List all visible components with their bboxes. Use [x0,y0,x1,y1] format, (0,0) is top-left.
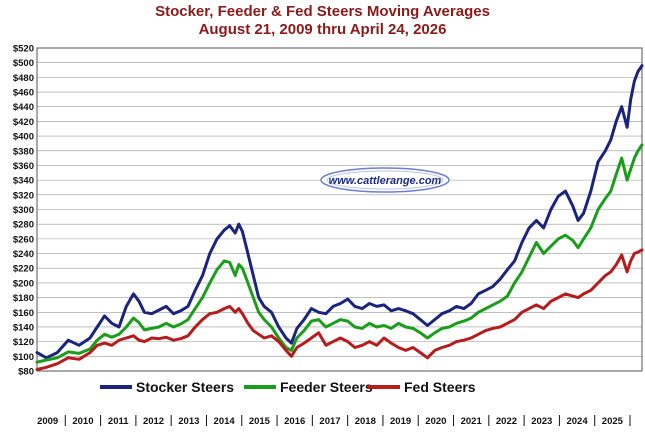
legend: Stocker Steers Feeder Steers Fed Steers [100,379,476,395]
legend-label: Feeder Steers [280,379,373,395]
y-tick-label: $460 [13,88,34,99]
y-tick-label: $480 [13,73,34,84]
series-line-stocker-steers [35,64,644,360]
y-tick-label: $200 [13,278,34,289]
plot-frame [36,47,643,372]
watermark: www.cattlerange.com [320,167,450,193]
x-tick-label: 2017 [319,416,340,427]
y-tick-label: $360 [13,161,34,172]
y-tick-label: $340 [13,176,34,187]
x-tick-label: 2016 [284,416,305,427]
x-axis-year-labels: 2009 2010 2011 2012 2013 2014 2015 2016 2017 2018… [37,415,631,427]
x-tick-label: 2015 [249,416,271,427]
x-tick-label: 2018 [355,416,376,427]
series-line-fed-steers [35,248,644,371]
y-tick-label: $160 [13,308,34,319]
x-tick-label: 2025 [602,416,624,427]
x-tick-label: 2010 [72,416,93,427]
x-tick-label: 2012 [143,416,164,427]
y-tick-label: $240 [13,249,34,260]
y-tick-label: $300 [13,205,34,216]
x-tick-label: 2020 [425,416,446,427]
grid-lines [37,47,642,372]
y-axis-ticks: $80 $100 $120 $140 $160 $180 $200 $220 $240 $260 $… [13,44,34,378]
y-tick-label: $140 [13,322,34,333]
y-tick-label: $320 [13,190,34,201]
chart-subtitle: August 21, 2009 thru April 24, 2026 [198,21,447,38]
x-tick-label: 2021 [461,416,483,427]
x-tick-label: 2013 [178,416,199,427]
legend-label: Fed Steers [404,379,476,395]
y-tick-label: $420 [13,117,34,128]
y-tick-label: $220 [13,264,34,275]
chart-title: Stocker, Feeder & Fed Steers Moving Aver… [155,3,490,20]
x-tick-label: 2023 [531,416,552,427]
x-tick-label: 2019 [390,416,411,427]
x-tick-label: 2009 [37,416,58,427]
y-tick-label: $120 [13,337,34,348]
y-tick-label: $380 [13,146,34,157]
y-tick-label: $80 [18,367,34,378]
series-lines [35,64,644,371]
y-tick-label: $180 [13,293,34,304]
watermark-text: www.cattlerange.com [329,175,442,187]
x-tick-label: 2011 [108,416,129,427]
y-tick-label: $520 [13,44,34,55]
x-tick-label: 2024 [566,416,588,427]
y-tick-label: $280 [13,220,34,231]
x-tick-label: 2014 [214,416,236,427]
y-tick-label: $260 [13,234,34,245]
y-tick-label: $440 [13,102,34,113]
legend-label: Stocker Steers [136,379,234,395]
y-tick-label: $400 [13,132,34,143]
series-line-feeder-steers [35,143,644,364]
y-tick-label: $500 [13,58,34,69]
y-tick-label: $100 [13,352,34,363]
x-tick-label: 2022 [496,416,517,427]
